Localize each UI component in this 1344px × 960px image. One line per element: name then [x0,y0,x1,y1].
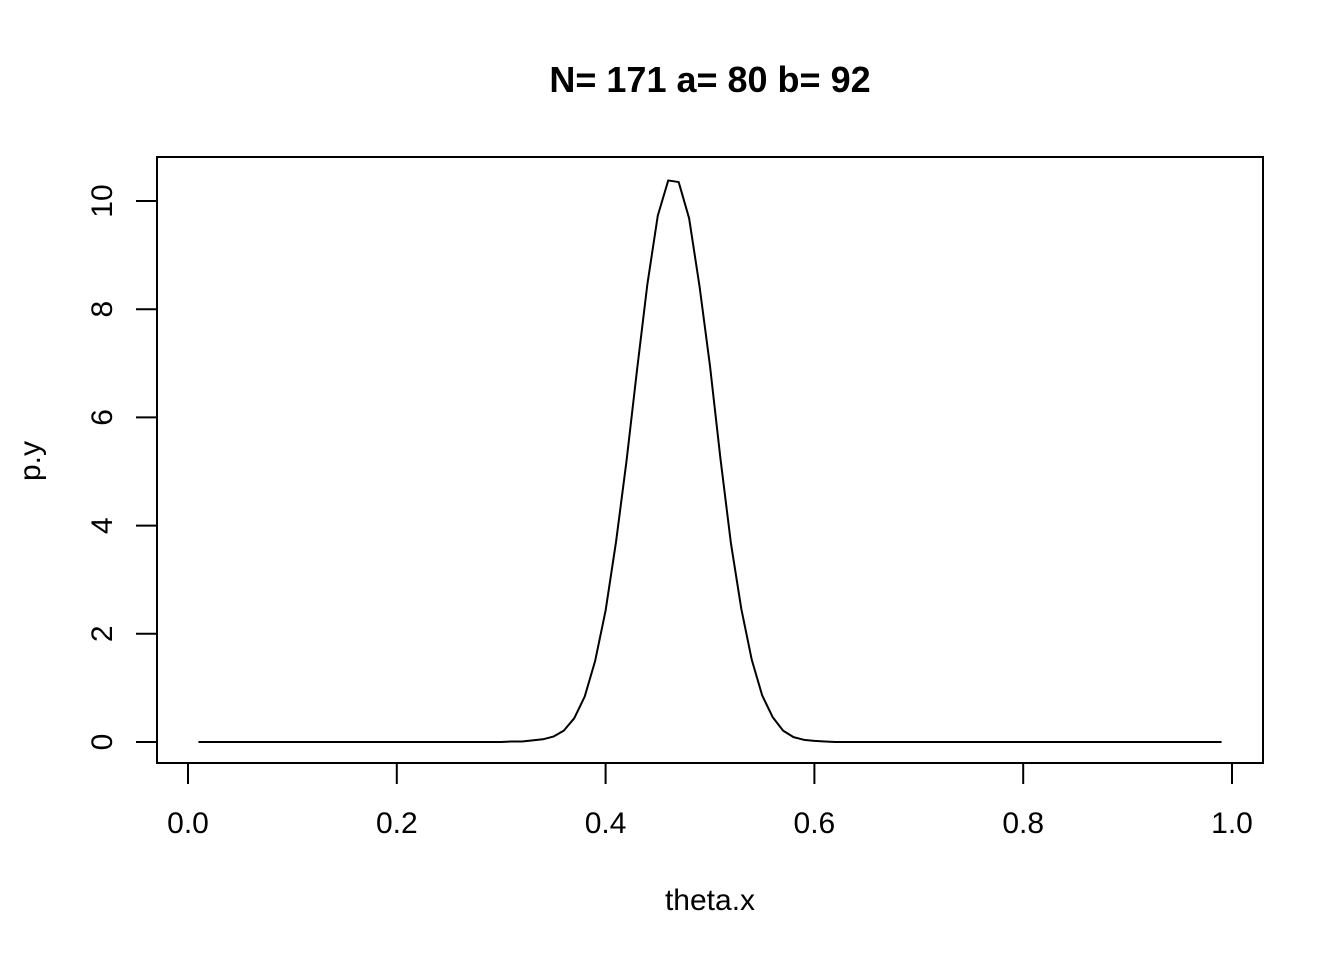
x-axis: 0.0 0.2 0.4 0.6 0.8 1.0 [167,762,1253,840]
series-line [198,179,1222,743]
y-tick-label: 2 [86,625,119,642]
y-tick-label: 0 [86,734,119,751]
x-tick-label: 0.2 [376,807,418,840]
y-axis: 0 2 4 6 8 10 [86,184,158,751]
x-tick-label: 0.8 [1002,807,1044,840]
y-tick-label: 4 [86,517,119,534]
y-axis-label: p.y [14,441,47,481]
y-tick-label: 6 [86,409,119,426]
x-axis-label: theta.x [665,884,755,917]
x-tick-label: 0.4 [585,807,627,840]
x-tick-label: 0.6 [794,807,836,840]
y-tick-label: 10 [86,184,119,217]
plot-frame [156,156,1264,764]
x-tick-label: 0.0 [167,807,209,840]
y-tick-label: 8 [86,301,119,318]
chart-title: N= 171 a= 80 b= 92 [549,59,870,100]
x-tick-label: 1.0 [1211,807,1253,840]
